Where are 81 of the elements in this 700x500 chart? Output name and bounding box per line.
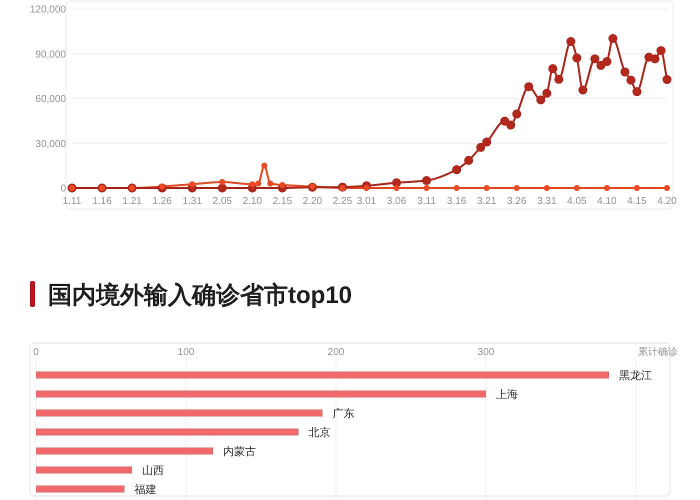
chart-title: 国内境外输入确诊省市top10	[48, 282, 352, 309]
x-tick-label: 1.11	[62, 196, 82, 207]
point	[484, 185, 490, 191]
point	[255, 180, 262, 187]
point	[626, 76, 636, 85]
point	[590, 54, 600, 64]
x-tick-label: 2.05	[212, 196, 232, 207]
x-tick-label: 4.15	[627, 196, 648, 207]
y-tick-label: 90,000	[35, 49, 66, 60]
y-tick-label: 0	[60, 184, 66, 194]
bar	[36, 390, 486, 398]
point	[578, 86, 588, 94]
x-tick-label: 2.25	[332, 196, 353, 207]
x-tick-label: 2.15	[272, 196, 293, 207]
point	[218, 184, 227, 192]
point	[476, 142, 486, 152]
y-tick-label: 60,000	[35, 94, 66, 105]
bar	[36, 486, 124, 492]
point	[572, 53, 582, 62]
point	[650, 54, 660, 64]
x-tick-label: 3.26	[507, 196, 527, 207]
bar	[36, 428, 298, 436]
x-tick-label: 1.16	[92, 196, 112, 207]
x-tick-label: 1.21	[122, 196, 142, 207]
x-tick-label: 4.05	[567, 196, 588, 207]
x-tick-label: 2.10	[242, 196, 262, 207]
x-tick-label: 3.21	[476, 196, 497, 207]
point	[536, 95, 546, 104]
point	[566, 37, 576, 46]
point	[634, 185, 640, 191]
y-tick-label: 福建	[134, 483, 156, 496]
point	[482, 138, 492, 147]
point	[506, 120, 516, 130]
x-tick-label: 1.31	[182, 196, 202, 207]
point	[604, 185, 610, 191]
point	[219, 179, 226, 186]
y-tick-label: 30,000	[35, 138, 66, 150]
point	[524, 82, 534, 92]
x-tick-label: 3.31	[537, 196, 557, 207]
point	[542, 88, 552, 98]
point	[261, 162, 268, 169]
x-tick-label: 3.01	[356, 196, 377, 207]
point	[159, 184, 166, 190]
x-tick-label: 4.20	[657, 196, 678, 207]
x-tick-label: 1.26	[152, 196, 172, 207]
point	[574, 185, 580, 191]
point	[189, 181, 196, 188]
bar	[36, 448, 213, 454]
x-tick-label: 200	[328, 347, 345, 358]
x-axis-title: 累计确诊	[638, 346, 678, 358]
point	[514, 185, 520, 191]
point	[554, 74, 564, 84]
x-tick-label: 3.11	[417, 196, 436, 207]
point	[602, 57, 612, 66]
point	[464, 156, 474, 165]
point	[656, 46, 666, 56]
y-tick-label: 内蒙古	[223, 445, 256, 458]
y-tick-label: 黑龙江	[619, 369, 652, 382]
y-tick-label: 山西	[142, 464, 164, 477]
point	[548, 64, 558, 74]
point	[664, 185, 670, 191]
x-tick-label: 2.20	[302, 196, 323, 207]
x-tick-label: 100	[178, 347, 195, 358]
x-tick-label: 3.06	[386, 196, 407, 207]
point	[608, 34, 618, 44]
x-tick-label: 3.16	[446, 196, 467, 207]
y-tick-label: 上海	[496, 388, 518, 401]
x-tick-label: 4.10	[597, 196, 618, 207]
point	[512, 110, 522, 119]
bar	[36, 372, 609, 378]
point	[620, 67, 630, 76]
point	[662, 75, 672, 84]
y-tick-label: 120,000	[30, 4, 66, 16]
bar	[36, 410, 322, 416]
point	[544, 185, 550, 191]
bar	[36, 466, 132, 474]
point	[632, 87, 642, 96]
y-tick-label: 广东	[332, 407, 354, 420]
point	[249, 181, 256, 188]
x-tick-label: 300	[478, 347, 495, 358]
y-tick-label: 北京	[308, 426, 330, 439]
